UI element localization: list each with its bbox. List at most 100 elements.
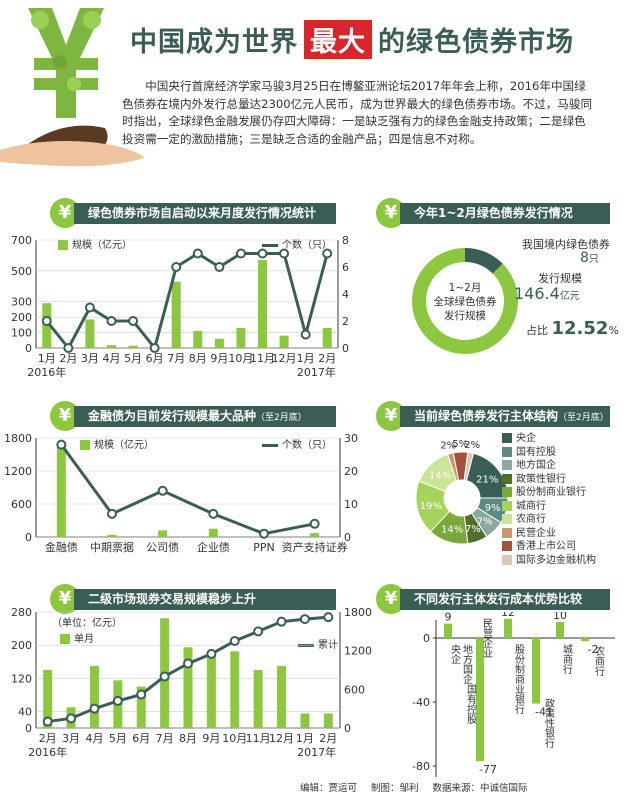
pie-slice-label: 2% xyxy=(440,441,456,452)
chart3-line xyxy=(60,443,315,536)
legend-item: 香港上市公司 xyxy=(502,540,596,554)
chart1-x-tick: 2月 xyxy=(318,352,336,365)
chart5-left-tick: 200 xyxy=(11,639,32,652)
chart5-x-tick: 1月 xyxy=(296,732,314,745)
pie-slice-label: 7% xyxy=(465,524,481,535)
chart3-left-tick: 1200 xyxy=(4,465,32,478)
chart3-x-tick: 企业债 xyxy=(197,540,230,554)
chart1-x-tick: 10月 xyxy=(228,352,253,365)
chart1-point xyxy=(257,248,268,259)
chart3-point xyxy=(259,528,269,539)
donut-center-text: 全球绿色债券 xyxy=(434,295,497,308)
chart3-legend-line: 个数（只） xyxy=(262,436,332,451)
chart1-bar xyxy=(258,260,267,348)
chart5-bar xyxy=(253,670,263,728)
chart6-bar xyxy=(556,622,564,638)
chart3-point xyxy=(157,485,168,496)
chart3-point xyxy=(56,439,67,450)
chart5-bar xyxy=(136,686,146,728)
pie-slice-label: 19% xyxy=(420,501,442,512)
chart6-data-label: 12 xyxy=(501,612,515,619)
legend-label: 政策性银行 xyxy=(516,473,566,485)
chart5-point xyxy=(253,626,264,637)
pie-slice-label: 9% xyxy=(485,503,501,514)
chart5-x-tick: 6月 xyxy=(132,732,150,745)
chart5-left-tick: 280 xyxy=(11,606,32,619)
domestic-label: 我国境内绿色债券 xyxy=(522,238,610,251)
chart5-title: 二级市场现券交易规模稳步上升 xyxy=(74,589,336,610)
chart5-point xyxy=(323,612,334,623)
chart1-right-tick: 8 xyxy=(342,234,349,247)
chart1-point xyxy=(322,248,333,259)
chart6-category-label: 股份制商业银行 xyxy=(513,644,525,715)
pie-slice-label: 2% xyxy=(464,440,480,451)
chart1-legend-line: 个数（只） xyxy=(262,236,332,251)
legend-swatch xyxy=(502,487,512,497)
chart1-x-tick: 11月 xyxy=(250,352,275,365)
chart1-bar xyxy=(322,327,332,348)
chart5-point xyxy=(136,689,147,700)
chart6-category-label: 政策性银行 xyxy=(543,697,555,749)
chart5-bar xyxy=(323,713,333,728)
chart6-title: 不同发行主体发行成本优势比较 xyxy=(400,589,610,610)
chart6-data-label: -77 xyxy=(479,763,497,776)
chart5-x-tick: 8月 xyxy=(179,732,197,745)
chart5-year-label: 2016年 xyxy=(28,745,67,759)
legend-label: 农商行 xyxy=(516,514,546,525)
chart5-bar xyxy=(277,665,287,728)
hand-shape xyxy=(0,141,145,167)
chart1-point xyxy=(214,262,225,272)
chart1-bar xyxy=(279,335,289,348)
chart5-bar xyxy=(183,647,193,728)
chart5-right-tick: 0 xyxy=(344,722,351,735)
chart1-left-tick: 200 xyxy=(11,311,32,324)
legend-label: 央企 xyxy=(516,433,536,444)
chart1-bar xyxy=(214,338,224,348)
chart1-point xyxy=(279,248,290,259)
legend-item: 股份制商业银行 xyxy=(502,486,596,500)
size-value: 146.4亿元 xyxy=(514,284,580,303)
chart6-data-label: 10 xyxy=(553,612,567,622)
chart5-x-tick: 2月 xyxy=(319,732,337,745)
pie-slice-label: 14% xyxy=(441,524,463,535)
legend-item: 农商行 xyxy=(502,513,596,527)
share-value: 占比 12.52% xyxy=(526,318,619,339)
chart6-data-label: -2 xyxy=(588,643,599,656)
chart6-bar xyxy=(476,638,484,762)
pie-slice-label: 7% xyxy=(477,517,493,528)
chart5-x-tick: 2月 xyxy=(39,732,57,745)
pie-slice xyxy=(463,451,474,482)
chart3-point xyxy=(208,508,219,519)
chart1-x-tick: 1月 xyxy=(38,352,56,365)
chart1-year-label: 2017年 xyxy=(297,365,336,379)
chart5-point xyxy=(66,713,77,724)
chart1-year-label: 2016年 xyxy=(27,365,66,379)
chart5-x-tick: 11月 xyxy=(246,732,271,745)
chart1-x-tick: 9月 xyxy=(210,352,228,365)
donut-share-arc xyxy=(412,248,518,354)
chart4-svg: 21%9%7%7%14%19%14%2%5%2% xyxy=(415,439,509,545)
chart4-legend: 央企 国有控股 地方国企 政策性银行 股份制商业银行 城商行 农商行 民营企业 香港上市公司 国际… xyxy=(502,432,596,567)
chart5-right-tick: 1800 xyxy=(344,606,372,619)
chart5-x-tick: 9月 xyxy=(202,732,220,745)
chart5-left-tick: 0 xyxy=(25,722,32,735)
chart3-x-tick: 资产支持证券 xyxy=(282,540,348,554)
chart1-x-tick: 5月 xyxy=(124,352,142,365)
chart5-bar xyxy=(230,651,240,728)
legend-label: 股份制商业银行 xyxy=(516,487,586,498)
chart2-title: 今年1~2月绿色债券发行情况 xyxy=(400,203,610,224)
chart3-left-tick: 0 xyxy=(25,531,32,544)
legend-label: 城商行 xyxy=(516,500,546,512)
chart3-svg: 0 600 1200 1800 0 10 20 30 金融债 中期票据 公司债 企业债 PPN 资产支持证… xyxy=(4,432,358,554)
chart3-right-tick: 30 xyxy=(344,432,358,445)
legend-item: 民营企业 xyxy=(502,527,596,541)
legend-swatch xyxy=(502,527,512,538)
chart5-bar xyxy=(300,713,310,728)
chart6-category-label: 地方国企 xyxy=(461,643,473,684)
chart3-left-tick: 600 xyxy=(11,498,32,511)
intro-paragraph: 中国央行首席经济学家马骏3月25日在博鳌亚洲论坛2017年年会上称，2016年中… xyxy=(122,79,593,146)
chart3-right-tick: 10 xyxy=(344,498,358,511)
chart5-point xyxy=(42,716,53,727)
